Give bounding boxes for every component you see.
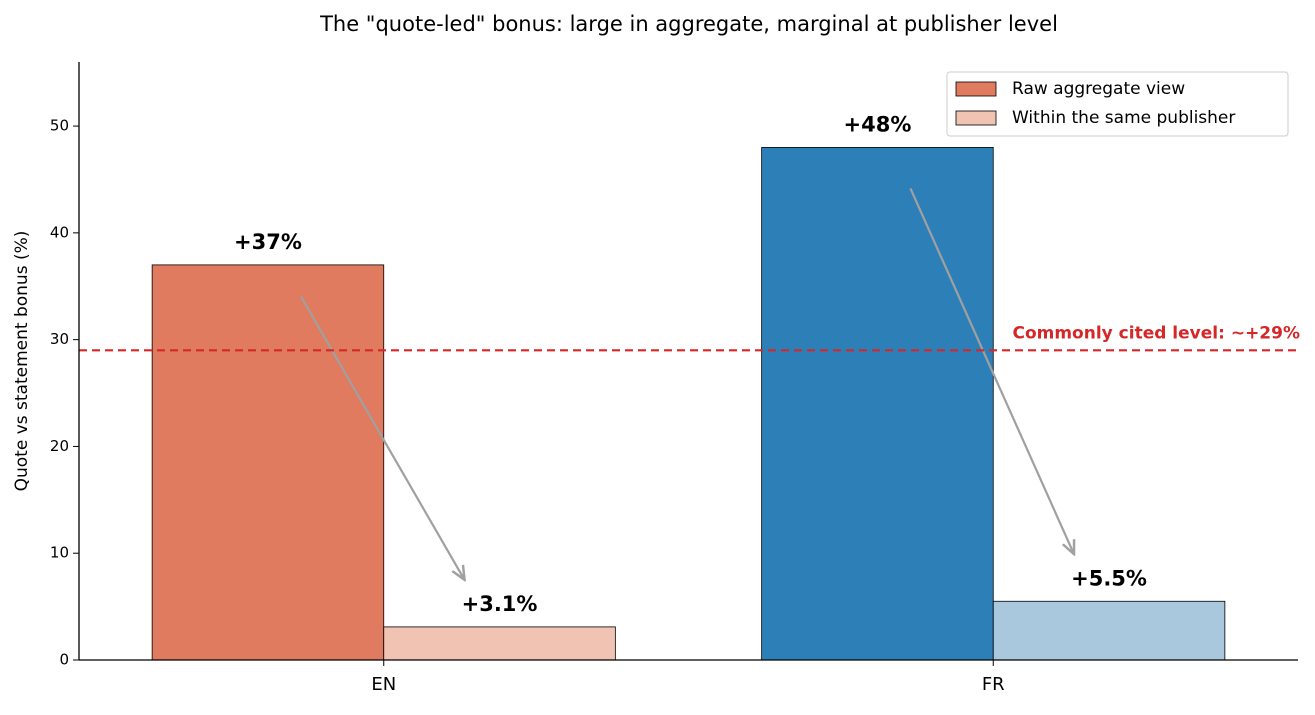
- legend-label: Within the same publisher: [1012, 108, 1235, 128]
- y-tick-label: 50: [50, 117, 69, 135]
- value-label: +37%: [234, 230, 302, 254]
- y-tick-label: 0: [59, 651, 69, 669]
- x-tick-label: FR: [982, 674, 1005, 695]
- annotation-arrow: [299, 295, 465, 580]
- legend-label: Raw aggregate view: [1012, 79, 1185, 99]
- y-tick-label: 30: [50, 330, 69, 348]
- legend-swatch: [955, 110, 997, 126]
- legend-box: [946, 71, 1289, 137]
- y-tick-label: 20: [50, 437, 69, 455]
- annotation-arrow: [909, 187, 1074, 554]
- reference-label: Commonly cited level: ~+29%: [1012, 323, 1300, 343]
- bar: [151, 264, 385, 661]
- y-tick-label: 10: [50, 544, 69, 562]
- bar: [383, 626, 616, 661]
- legend-swatch: [955, 81, 997, 97]
- bar: [761, 147, 994, 661]
- chart-title: The "quote-led" bonus: large in aggregat…: [319, 12, 1058, 36]
- x-tick-label: EN: [371, 674, 396, 695]
- y-axis-label: Quote vs statement bonus (%): [12, 231, 32, 492]
- value-label: +3.1%: [462, 592, 538, 616]
- value-label: +5.5%: [1071, 566, 1147, 590]
- y-tick-label: 40: [50, 223, 69, 241]
- value-label: +48%: [844, 112, 912, 136]
- bar: [992, 600, 1226, 661]
